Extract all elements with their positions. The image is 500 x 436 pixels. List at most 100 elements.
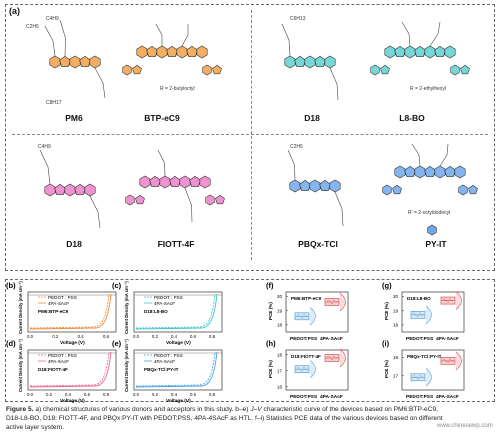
jv-xlabel: Voltage (V): [60, 340, 85, 346]
d18-backbone: [284, 55, 336, 69]
pce-system-label: D18:FIOTT-4F: [291, 354, 321, 359]
pce-ytick-label: 17: [277, 369, 283, 374]
ring: [444, 45, 456, 59]
pce-system-label: D18:L8-BO: [407, 296, 431, 301]
jv-system-label: D18:FIOTT-4F: [38, 367, 68, 372]
jv-system-label: PM6:BTP-eC9: [38, 309, 69, 314]
pce-ylabel: PCE (%): [384, 360, 389, 378]
ring: [289, 179, 301, 193]
molecule-name-d18: D18: [304, 113, 320, 123]
molecule-name-pm6: PM6: [65, 113, 83, 123]
ring: [380, 64, 390, 75]
pce-point: [417, 378, 419, 380]
pce-point: [299, 368, 301, 370]
jv-curve-pedot: [135, 351, 216, 387]
chain-label: C6H13: [290, 16, 306, 22]
ring: [44, 183, 56, 197]
pce-point: [445, 299, 447, 302]
jv-curve-4pa: [29, 351, 112, 388]
ring: [460, 64, 470, 75]
caption-text-1b: characteristic curve of the devices base…: [261, 406, 438, 413]
ring: [125, 194, 135, 206]
molecule-structures: [39, 19, 478, 236]
ring: [54, 183, 66, 195]
jv-axes-frame: [133, 349, 223, 391]
pce-point: [301, 370, 303, 372]
side-chain: [401, 21, 411, 47]
r-label-btp: R = 2-butyloctyl: [160, 86, 195, 92]
ring: [450, 64, 460, 76]
fiott-end-left: [125, 194, 145, 206]
jv-xtick-label: 0.6: [190, 334, 197, 339]
pce-point: [443, 358, 445, 361]
legend-label-pedot: PEDOT : PSS: [48, 295, 77, 300]
pce-point: [415, 314, 417, 316]
pce-distribution: [425, 368, 432, 387]
side-chain: [281, 23, 291, 57]
pce-point: [415, 376, 417, 378]
ring: [382, 184, 392, 196]
pce-ytick-label: 20: [393, 294, 399, 299]
jv-system-label: PBQx-TCl:PY-IT: [144, 367, 179, 372]
ring: [404, 165, 416, 177]
l8bo-end-left: [370, 64, 390, 76]
pce-point: [419, 375, 421, 377]
pce-ytick-label: 19: [393, 308, 399, 313]
jv-curve-4pa: [135, 293, 218, 330]
side-chain: [155, 23, 163, 46]
ring: [69, 55, 81, 69]
ring: [414, 165, 426, 179]
panel-a-label: (a): [9, 6, 20, 16]
pyit-end-left: [382, 184, 402, 196]
jv-ylabel: Current Density (mA cm⁻²): [124, 281, 129, 334]
ring: [329, 179, 341, 193]
pce-ytick-label: 19: [277, 308, 283, 313]
pce-ytick-label: 17: [393, 373, 399, 378]
ring: [176, 45, 188, 59]
jv-xtick-label: 0.6: [190, 392, 197, 397]
caption-fig-label: Figure 5.: [6, 406, 34, 413]
jv-xtick-label: 0.4: [171, 392, 178, 397]
pce-point: [447, 361, 449, 364]
ring: [199, 175, 211, 189]
jv-xtick-label: 0.2: [152, 392, 159, 397]
pce-point: [421, 376, 423, 378]
side-chain: [329, 67, 339, 101]
ring: [414, 45, 426, 57]
pce-point: [299, 315, 301, 317]
side-chain: [287, 149, 296, 181]
pce-point: [333, 355, 335, 358]
fiott-4f-core: [139, 175, 211, 189]
jv-axes-frame: [27, 349, 117, 391]
pce-point: [329, 357, 331, 359]
jv-xtick-label: 0.0: [27, 392, 34, 397]
pce-panel-label: (h): [266, 339, 276, 348]
ring: [319, 179, 331, 191]
jv-xlabel: Voltage (V): [60, 398, 85, 404]
pce-ytick-label: 18: [277, 323, 283, 328]
jv-xlabel: Voltage (V): [166, 398, 191, 404]
pce-distribution: [309, 359, 316, 379]
ring: [434, 165, 446, 179]
ring: [156, 45, 168, 59]
ring: [468, 184, 478, 195]
jv-curve-pedot: [135, 293, 216, 329]
pce-point: [449, 298, 451, 300]
pce-panel-label: (g): [382, 281, 392, 290]
molecule-name-l8-bo: L8-BO: [399, 113, 425, 123]
jv-curve-4pa: [135, 351, 218, 388]
pce-category-label: PEDOT:PSS: [290, 336, 318, 342]
r-label-l8bo: R = 2-ethylhexyl: [410, 86, 446, 92]
side-chain: [334, 191, 344, 227]
jv-xtick-label: 0.2: [152, 334, 159, 339]
ring: [122, 64, 132, 76]
jv-system-label: D18:L8-BO: [144, 309, 168, 314]
pce-ytick-label: 18: [393, 355, 399, 360]
side-chain: [94, 67, 106, 99]
pce-plot: (f) 18 19 20 PM6:BTP-eC9 PEDOT:PSS 4PA-SAcF PCE…: [266, 281, 349, 342]
side-chain: [59, 19, 66, 57]
pce-ylabel: PCE (%): [268, 302, 273, 320]
